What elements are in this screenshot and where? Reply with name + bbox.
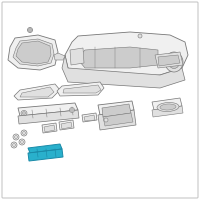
Polygon shape — [18, 110, 79, 124]
Ellipse shape — [70, 108, 74, 112]
Polygon shape — [70, 48, 84, 65]
Polygon shape — [158, 55, 180, 66]
Ellipse shape — [21, 130, 27, 136]
Polygon shape — [63, 85, 101, 93]
Polygon shape — [59, 120, 74, 130]
Polygon shape — [98, 110, 136, 130]
Polygon shape — [28, 149, 63, 161]
Ellipse shape — [11, 142, 17, 148]
Polygon shape — [54, 53, 65, 60]
Ellipse shape — [160, 104, 176, 110]
Ellipse shape — [22, 112, 26, 114]
Ellipse shape — [104, 118, 108, 122]
Polygon shape — [65, 32, 188, 78]
Polygon shape — [152, 98, 182, 110]
Polygon shape — [20, 87, 54, 97]
Ellipse shape — [12, 144, 16, 146]
Polygon shape — [103, 113, 133, 126]
Polygon shape — [8, 35, 58, 70]
Ellipse shape — [71, 109, 73, 111]
Polygon shape — [155, 52, 183, 68]
Ellipse shape — [21, 110, 27, 116]
Ellipse shape — [28, 27, 32, 32]
Polygon shape — [152, 106, 183, 117]
Ellipse shape — [21, 140, 24, 144]
Polygon shape — [80, 47, 158, 68]
Ellipse shape — [168, 55, 180, 68]
Ellipse shape — [29, 29, 31, 31]
Ellipse shape — [138, 34, 142, 38]
Polygon shape — [84, 115, 95, 121]
Polygon shape — [18, 103, 78, 116]
Ellipse shape — [19, 139, 25, 145]
Polygon shape — [16, 41, 51, 64]
Polygon shape — [42, 123, 57, 133]
Polygon shape — [57, 82, 104, 96]
Polygon shape — [61, 122, 72, 129]
Polygon shape — [82, 113, 97, 122]
Polygon shape — [13, 39, 54, 66]
Polygon shape — [98, 101, 134, 115]
Polygon shape — [102, 104, 131, 117]
Ellipse shape — [14, 136, 18, 138]
Ellipse shape — [22, 132, 26, 134]
Ellipse shape — [157, 102, 179, 112]
Ellipse shape — [165, 52, 183, 72]
Polygon shape — [14, 84, 60, 100]
Ellipse shape — [13, 134, 19, 140]
Polygon shape — [28, 144, 62, 153]
Polygon shape — [62, 55, 185, 88]
Polygon shape — [44, 125, 55, 132]
